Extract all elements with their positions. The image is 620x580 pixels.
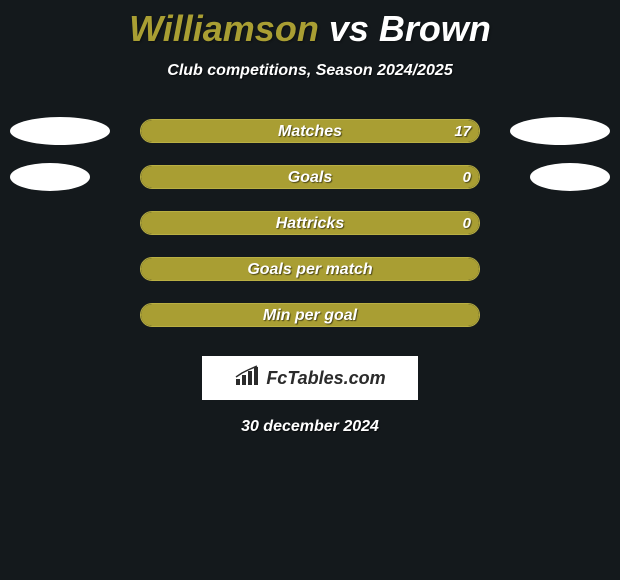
left-ellipse — [10, 163, 90, 191]
player2-name: Brown — [379, 8, 491, 49]
bar-track: Goals per match — [140, 257, 480, 281]
stat-row: Min per goal — [0, 292, 620, 338]
stat-row: Goals0 — [0, 154, 620, 200]
vs-text: vs — [329, 8, 369, 49]
bar-track: Hattricks0 — [140, 211, 480, 235]
right-ellipse — [510, 117, 610, 145]
stat-row: Goals per match — [0, 246, 620, 292]
left-ellipse — [10, 117, 110, 145]
barchart-icon — [234, 365, 260, 392]
bar-track: Goals0 — [140, 165, 480, 189]
stats-stage: Matches17 Goals0 Hattricks0 Goals per match… — [0, 108, 620, 338]
bar-track: Min per goal — [140, 303, 480, 327]
subtitle: Club competitions, Season 2024/2025 — [0, 62, 620, 80]
player1-name: Williamson — [129, 8, 319, 49]
stat-row: Hattricks0 — [0, 200, 620, 246]
bar-track: Matches17 — [140, 119, 480, 143]
bar-fill-right — [141, 212, 479, 234]
logo-text: FcTables.com — [266, 368, 385, 389]
bar-fill-right — [141, 166, 479, 188]
bar-fill-right — [141, 258, 479, 280]
logo-box: FcTables.com — [202, 356, 418, 400]
page-title: Williamson vs Brown — [0, 0, 620, 50]
stat-row: Matches17 — [0, 108, 620, 154]
bar-value-right: 0 — [463, 166, 471, 189]
right-ellipse — [530, 163, 610, 191]
bar-value-right: 0 — [463, 212, 471, 235]
bar-fill-right — [141, 304, 479, 326]
bar-value-right: 17 — [454, 120, 471, 143]
bar-fill-right — [141, 120, 479, 142]
date-line: 30 december 2024 — [0, 418, 620, 436]
